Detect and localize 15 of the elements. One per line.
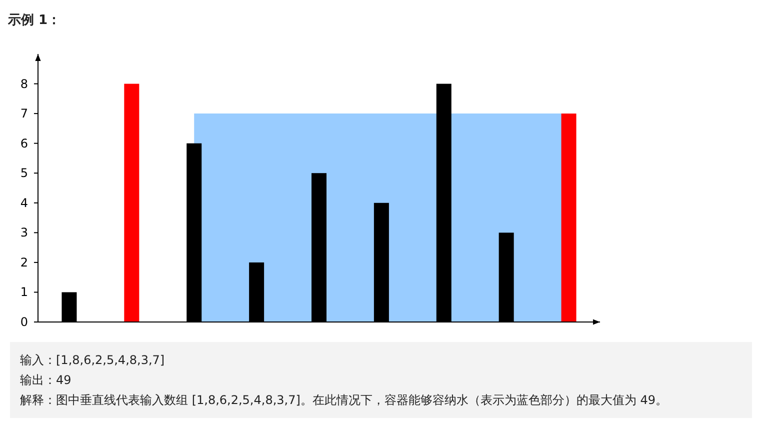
y-tick-label: 2 [20, 255, 28, 270]
chart-title: 示例 1： [7, 13, 61, 28]
y-tick-label: 6 [20, 136, 28, 150]
y-tick-label: 4 [20, 196, 28, 210]
y-tick-label: 3 [20, 226, 28, 240]
y-tick-label: 1 [20, 285, 28, 300]
y-tick-label: 0 [20, 315, 28, 329]
y-tick-label: 8 [20, 76, 28, 91]
y-tick-label: 7 [20, 106, 28, 121]
text: 输入：[1,8,6,2,5,4,8,3,7] [20, 352, 166, 369]
text: 解释：图中垂直线代表输入数组 [1,8,6,2,5,4,8,3,7]。在此情况下，容器能够容纳水（表示为蓝色部分）的最大值为 49。 [20, 392, 668, 409]
bar [561, 114, 576, 322]
y-tick-label: 5 [20, 166, 28, 180]
text: 输出：49 [20, 372, 72, 389]
bar [124, 84, 140, 322]
